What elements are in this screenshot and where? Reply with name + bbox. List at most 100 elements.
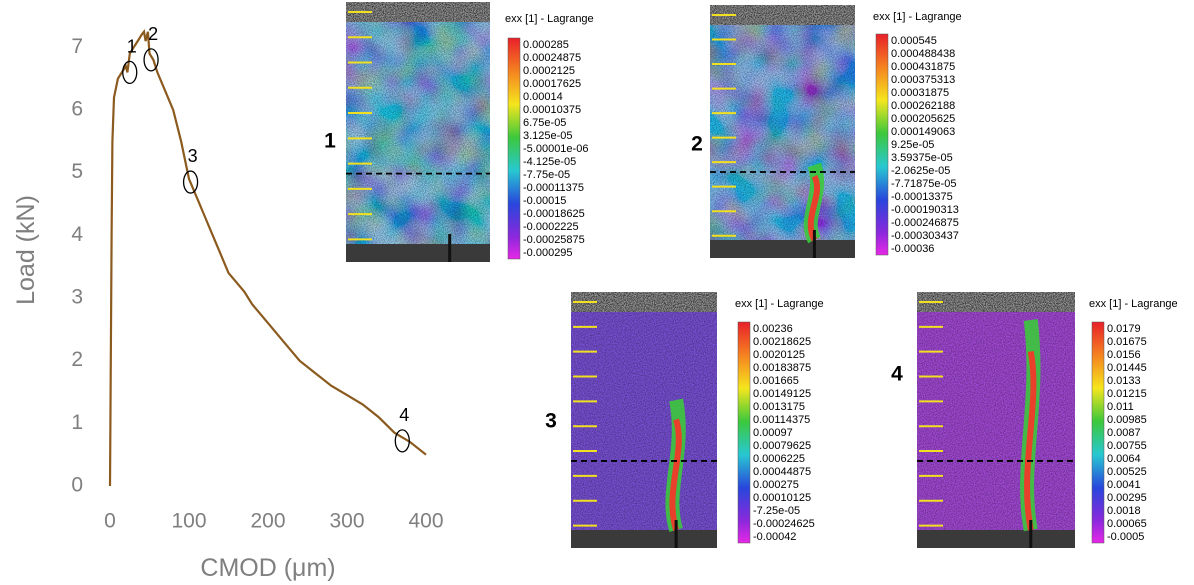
y-tick-label: 0 xyxy=(71,474,83,497)
scale-label: 0.00236 xyxy=(753,323,793,335)
scale-label: -0.00042 xyxy=(753,531,796,543)
scale-label: 3.59375e-05 xyxy=(891,152,953,164)
scale-label: 0.000431875 xyxy=(891,61,955,73)
scale-label: 0.0018 xyxy=(1107,505,1141,517)
scale-label: 0.001665 xyxy=(753,375,799,387)
panel-label: 3 xyxy=(545,410,557,433)
x-tick-label: 200 xyxy=(250,510,285,533)
scale-label: 0.0041 xyxy=(1107,479,1141,491)
annotation-marker xyxy=(122,60,138,85)
scale-label: -0.00011375 xyxy=(523,182,584,194)
scale-label: -0.00024625 xyxy=(753,518,815,530)
scale-label: 0.000285 xyxy=(523,39,569,51)
scale-label: 6.75e-05 xyxy=(523,117,566,129)
scale-label: 0.00985 xyxy=(1107,414,1147,426)
scale-label: 0.0064 xyxy=(1107,453,1141,465)
y-tick-label: 5 xyxy=(71,160,83,183)
y-tick-label: 1 xyxy=(71,411,83,434)
scale-label: -0.00013375 xyxy=(891,191,953,203)
scale-label: 0.0087 xyxy=(1107,427,1141,439)
scale-label: -0.00015 xyxy=(523,195,566,207)
annotation-marker xyxy=(182,170,199,194)
panel-label: 4 xyxy=(891,363,903,386)
annotation-label: 1 xyxy=(127,36,137,56)
scale-label: -0.000303437 xyxy=(891,230,959,242)
scale-label: 0.0002125 xyxy=(523,65,575,77)
scale-label: 0.000275 xyxy=(753,479,799,491)
scale-label: 0.00755 xyxy=(1107,440,1147,452)
x-tick-label: 300 xyxy=(329,510,364,533)
y-axis-title: Load (kN) xyxy=(12,195,40,305)
scale-label: 0.000545 xyxy=(891,35,937,47)
y-tick-label: 4 xyxy=(71,223,83,246)
scale-label: 0.00525 xyxy=(1107,466,1147,478)
panel-label: 1 xyxy=(324,130,336,153)
scale-label: 0.00017625 xyxy=(523,78,581,90)
scale-label: 0.00014 xyxy=(523,91,563,103)
scale-label: -7.75e-05 xyxy=(523,169,570,181)
scale-label: -0.00025875 xyxy=(523,234,585,246)
annotation-label: 4 xyxy=(399,405,409,425)
x-tick-label: 100 xyxy=(171,510,206,533)
scale-label: 0.011 xyxy=(1107,401,1134,413)
scale-label: 0.00065 xyxy=(1107,518,1147,530)
scale-label: 9.25e-05 xyxy=(891,139,934,151)
scale-label: 0.01215 xyxy=(1107,388,1147,400)
scale-label: 0.01675 xyxy=(1107,336,1147,348)
x-tick-label: 0 xyxy=(104,510,116,533)
x-tick-label: 400 xyxy=(408,510,443,533)
scale-label: 0.00149125 xyxy=(753,388,811,400)
scale-label: 0.00097 xyxy=(753,427,793,439)
scale-label: -4.125e-05 xyxy=(523,156,576,168)
annotation-marker xyxy=(143,48,159,72)
scale-label: 0.000205625 xyxy=(891,113,955,125)
scale-label: -0.000295 xyxy=(523,247,573,259)
scale-label: 0.00114375 xyxy=(753,414,810,426)
scale-label: 0.0013175 xyxy=(753,401,805,413)
scale-label: -0.000246875 xyxy=(891,217,959,229)
scale-label: -7.71875e-05 xyxy=(891,178,956,190)
annotation-label: 3 xyxy=(188,146,198,166)
annotation-marker xyxy=(394,429,410,453)
scale-label: 0.0133 xyxy=(1107,375,1141,387)
y-tick-label: 7 xyxy=(71,35,83,58)
scale-label: -0.0002225 xyxy=(523,221,579,233)
scale-label: 0.00031875 xyxy=(891,87,949,99)
scale-label: 0.00010125 xyxy=(753,492,811,504)
scale-label: 0.00044875 xyxy=(753,466,811,478)
load-curve xyxy=(108,29,427,487)
scale-label: -2.0625e-05 xyxy=(891,165,950,177)
scale-label: 0.00079625 xyxy=(753,440,811,452)
scale-label: 0.000375313 xyxy=(891,74,955,86)
scale-label: 0.0156 xyxy=(1107,349,1141,361)
scale-label: 0.01445 xyxy=(1107,362,1147,374)
legend-title: exx [1] - Lagrange xyxy=(505,13,594,25)
line-chart: 0 1 2 3 4 5 6 7 0 100 200 300 400 CMOD (μm) Load (kN) 1… xyxy=(12,24,444,582)
scale-label: 0.00010375 xyxy=(523,104,581,116)
scale-label: 0.000262188 xyxy=(891,100,955,112)
legend-title: exx [1] - Lagrange xyxy=(873,11,962,23)
y-tick-label: 6 xyxy=(71,98,83,121)
x-axis-title: CMOD (μm) xyxy=(200,554,335,582)
scale-label: 0.00295 xyxy=(1107,492,1147,504)
scale-label: 0.00183875 xyxy=(753,362,811,374)
legend-title: exx [1] - Lagrange xyxy=(735,298,824,310)
scale-label: 3.125e-05 xyxy=(523,130,573,142)
y-tick-label: 2 xyxy=(71,348,83,371)
scale-label: 0.0020125 xyxy=(753,349,805,361)
scale-label: 0.00218625 xyxy=(753,336,811,348)
scale-label: -0.00018625 xyxy=(523,208,585,220)
scale-label: -7.25e-05 xyxy=(753,505,800,517)
scale-label: 0.0006225 xyxy=(753,453,805,465)
scale-label: -0.00036 xyxy=(891,243,934,255)
legend-title: exx [1] - Lagrange xyxy=(1089,298,1178,310)
scale-label: 0.000149063 xyxy=(891,126,955,138)
scale-label: 0.0179 xyxy=(1107,323,1141,335)
scale-label: 0.000488438 xyxy=(891,48,955,60)
